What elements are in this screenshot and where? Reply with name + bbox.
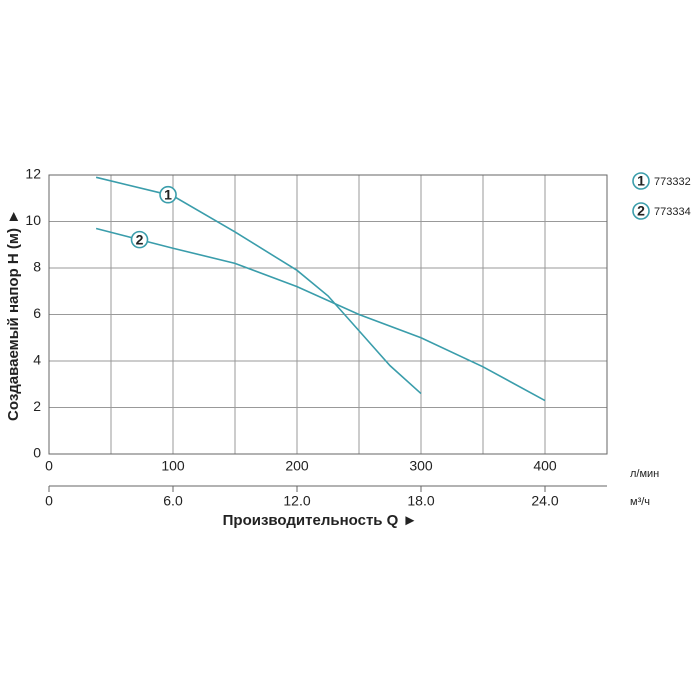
x-unit: л/мин xyxy=(630,468,659,480)
x-tick-label: 0 xyxy=(45,458,53,474)
legend-label: 773332 xyxy=(654,176,691,188)
series-line xyxy=(95,176,422,395)
curve-marker xyxy=(159,185,177,204)
x2-unit: м³/ч xyxy=(630,496,650,508)
y-tick-label: 6 xyxy=(33,305,41,321)
x-tick-label: 400 xyxy=(533,458,557,474)
legend-marker-label: 1 xyxy=(637,173,645,189)
x-axis-title: Производительность Q ► xyxy=(223,512,418,529)
curve-marker xyxy=(130,230,149,249)
y-tick-label: 8 xyxy=(33,259,41,275)
legend-marker-label: 2 xyxy=(637,203,645,219)
x2-tick-label: 0 xyxy=(45,493,53,509)
y-axis-title: Создаваемый напор H (м) ► xyxy=(5,209,22,421)
legend-marker xyxy=(632,202,650,220)
x-tick-label: 100 xyxy=(161,458,185,474)
y-tick-label: 10 xyxy=(25,212,41,228)
x2-tick-label: 6.0 xyxy=(163,493,183,509)
y-tick-label: 12 xyxy=(25,166,41,182)
x-tick-label: 300 xyxy=(409,458,433,474)
y-tick-label: 4 xyxy=(33,352,41,368)
x-tick-label: 200 xyxy=(285,458,309,474)
curve-marker-label: 2 xyxy=(136,231,144,247)
y-tick-label: 2 xyxy=(33,398,41,414)
plot-frame xyxy=(48,174,608,455)
y-tick-label: 0 xyxy=(33,445,41,461)
legend-label: 773334 xyxy=(654,206,691,218)
x2-tick-label: 24.0 xyxy=(531,493,558,509)
legend-marker xyxy=(632,172,650,190)
x2-tick-label: 12.0 xyxy=(283,493,310,509)
series-line xyxy=(95,227,546,402)
curve-marker-label: 1 xyxy=(164,186,172,202)
x2-tick-label: 18.0 xyxy=(407,493,434,509)
